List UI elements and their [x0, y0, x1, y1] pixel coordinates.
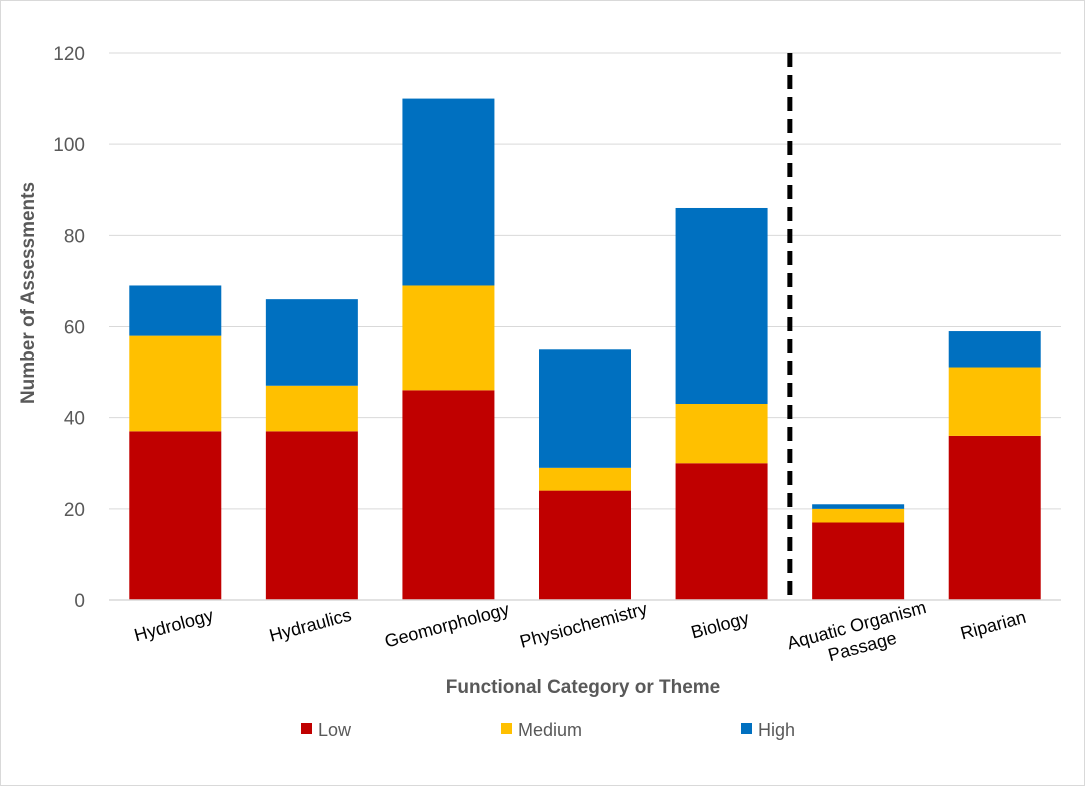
- x-tick-label: Hydrology: [132, 605, 215, 645]
- bar-medium: [675, 403, 768, 464]
- x-tick-label: Biology: [689, 608, 751, 643]
- y-tick-label: 60: [64, 318, 85, 339]
- legend-swatch-low: [301, 723, 312, 734]
- bar-low: [129, 431, 222, 600]
- y-tick-label: 0: [74, 591, 85, 612]
- bar-low: [675, 463, 768, 600]
- bar-low: [402, 390, 495, 600]
- y-tick-label: 80: [64, 226, 85, 247]
- legend-swatch-medium: [501, 723, 512, 734]
- bar-high: [539, 349, 631, 468]
- x-tick-label: Physiochemistry: [518, 599, 650, 652]
- y-tick-label: 40: [64, 409, 85, 430]
- bar-low: [948, 435, 1041, 600]
- legend-label-high: High: [758, 720, 795, 740]
- bar-medium: [539, 467, 631, 491]
- y-tick-label: 120: [53, 44, 85, 65]
- bar-medium: [402, 285, 495, 391]
- bar-medium: [129, 335, 222, 432]
- bar-high: [129, 285, 222, 336]
- bar-medium: [812, 508, 905, 523]
- bar-high: [402, 98, 495, 286]
- legend-label-low: Low: [318, 720, 352, 740]
- bar-high: [948, 331, 1041, 368]
- x-tick-label: Hydraulics: [267, 605, 353, 646]
- bar-high: [675, 207, 768, 404]
- y-axis-title: Number of Assessments: [18, 182, 39, 404]
- legend-swatch-high: [741, 723, 752, 734]
- bar-low: [812, 522, 905, 600]
- x-axis-title: Functional Category or Theme: [446, 677, 720, 698]
- bar-medium: [948, 367, 1041, 436]
- x-tick-label: Geomorphology: [382, 599, 511, 651]
- bar-low: [265, 431, 358, 600]
- y-tick-label: 20: [64, 500, 85, 521]
- bar-medium: [265, 385, 358, 432]
- y-tick-label: 100: [53, 135, 85, 156]
- x-tick-label: Aquatic OrganismPassage: [785, 597, 934, 675]
- legend-label-medium: Medium: [518, 720, 582, 740]
- bar-low: [539, 490, 631, 600]
- x-tick-label: Riparian: [958, 607, 1028, 644]
- bar-high: [812, 504, 905, 509]
- bar-high: [265, 299, 358, 386]
